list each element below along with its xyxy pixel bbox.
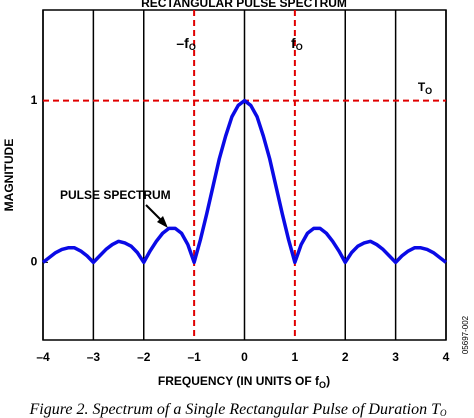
x-tick-label: 2 xyxy=(342,350,349,364)
chart-title: RECTANGULAR PULSE SPECTRUM xyxy=(141,0,347,10)
caption-main: Figure 2. Spectrum of a Single Rectangul… xyxy=(29,401,442,418)
x-axis-label-end: ) xyxy=(326,374,330,388)
annotation-subscript: O xyxy=(189,42,196,52)
caption: Figure 2. Spectrum of a Single Rectangul… xyxy=(29,401,447,418)
figure-code: 05697-002 xyxy=(461,315,470,354)
series-line xyxy=(41,98,448,265)
x-tick-label: –3 xyxy=(87,350,101,364)
annotation-main: f xyxy=(291,35,296,51)
caption-subscript: O xyxy=(440,408,447,418)
x-axis-label-main: FREQUENCY (IN UNITS OF f xyxy=(158,374,320,388)
y-axis-label: MAGNITUDE xyxy=(2,139,16,212)
annotation: TO xyxy=(418,80,432,96)
x-tick-label: 1 xyxy=(292,350,299,364)
annotation-main: T xyxy=(418,80,426,94)
y-tick-label: 0 xyxy=(31,255,38,269)
annotation-arrowhead xyxy=(157,216,168,228)
x-tick-label: 3 xyxy=(392,350,399,364)
x-tick-label: 4 xyxy=(443,350,450,364)
x-tick-label: –1 xyxy=(187,350,201,364)
y-tick-label: 1 xyxy=(31,93,38,107)
legend-label: PULSE SPECTRUM xyxy=(60,188,171,202)
x-axis-label-subscript: O xyxy=(319,380,326,390)
annotation: –fO xyxy=(176,35,195,53)
x-tick-label: –4 xyxy=(36,350,50,364)
annotation-arrow xyxy=(145,204,163,222)
annotation-subscript: O xyxy=(296,42,303,52)
annotation-main: –f xyxy=(176,35,189,51)
x-tick-label: 0 xyxy=(241,350,248,364)
x-tick-label: –2 xyxy=(137,350,151,364)
x-axis-label: FREQUENCY (IN UNITS OF fO) xyxy=(158,374,330,390)
annotation: fO xyxy=(291,35,303,53)
annotation-subscript: O xyxy=(425,86,432,96)
